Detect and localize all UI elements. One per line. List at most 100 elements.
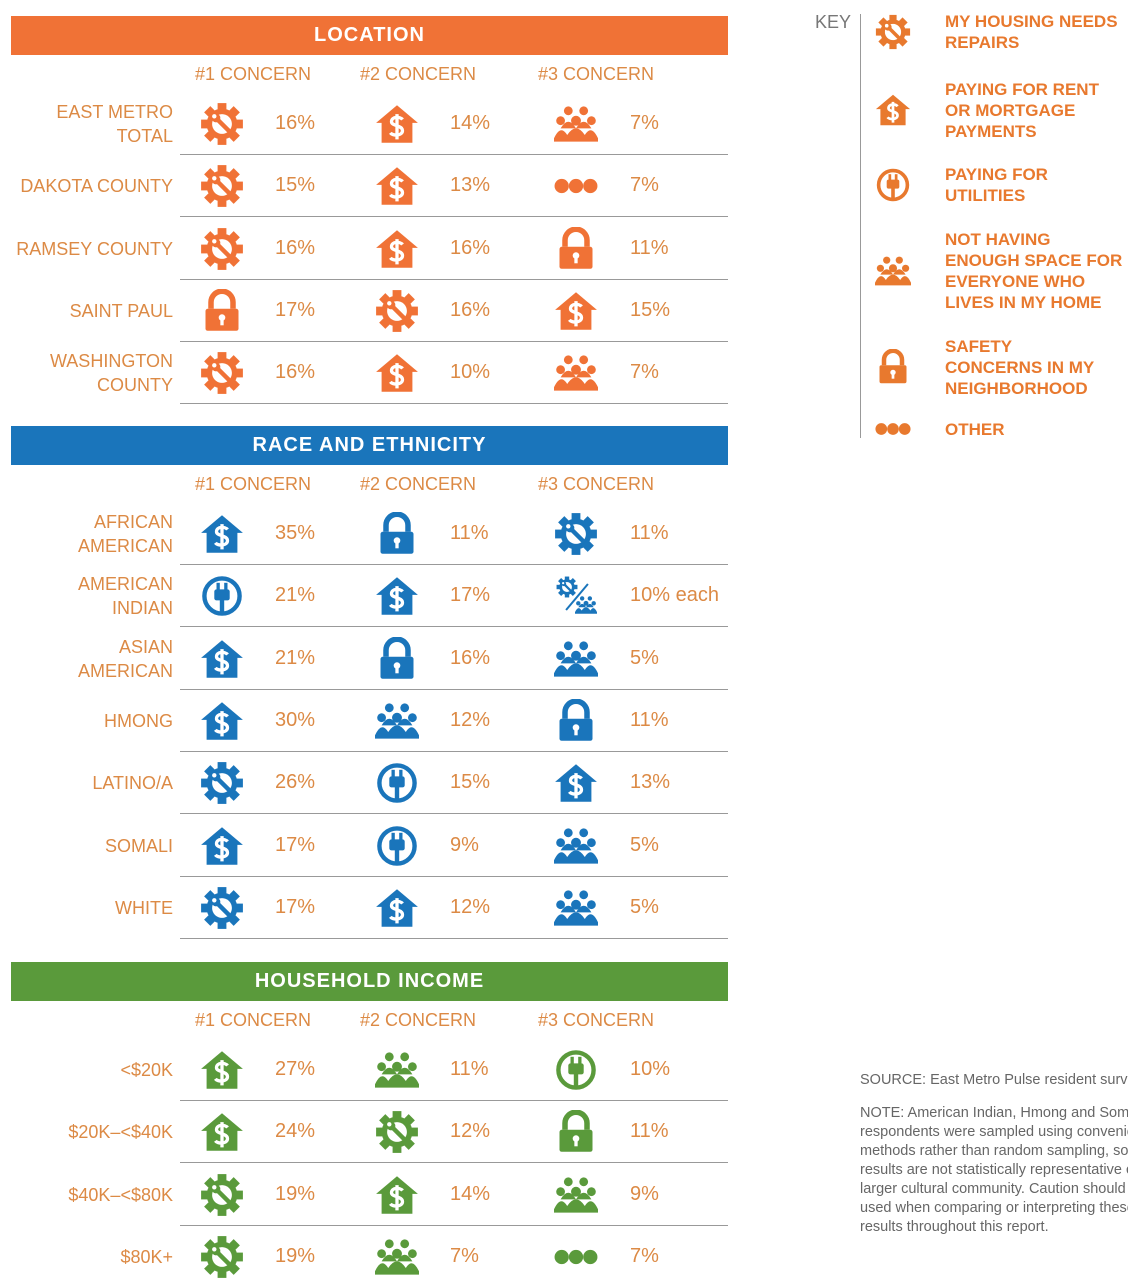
percent: 15%: [450, 771, 491, 794]
row-separator: [180, 564, 728, 565]
icon: [375, 164, 419, 208]
percent: 9%: [630, 1182, 659, 1205]
icon: [554, 1173, 598, 1217]
percent: 12%: [450, 1120, 491, 1143]
icon: [200, 886, 244, 930]
icon: [554, 227, 598, 271]
percent: 5%: [630, 646, 659, 669]
icon: [200, 1048, 244, 1092]
key-label: OR MORTGAGE: [945, 100, 1076, 120]
row-label: $40K–<$80K: [68, 1184, 173, 1205]
column-header: #1 CONCERN: [194, 474, 312, 494]
icon: [200, 574, 244, 618]
percent: 7%: [630, 112, 659, 134]
percent: 9%: [450, 833, 479, 856]
percent: 27%: [275, 1058, 316, 1080]
column-header: #1 CONCERN: [194, 1010, 312, 1030]
icon: [200, 637, 244, 681]
percent: 5%: [630, 833, 659, 856]
percent: 14%: [450, 1182, 491, 1205]
icon: [554, 102, 598, 146]
icon: [875, 349, 911, 385]
key-label: CONCERNS IN MY: [945, 357, 1095, 377]
percent: 11%: [630, 522, 669, 544]
row-label: AMERICAN: [77, 660, 173, 681]
percent: 26%: [275, 771, 316, 794]
key-divider: [860, 14, 861, 438]
key-label: EVERYONE WHO: [945, 272, 1086, 291]
row-label: ASIAN: [118, 636, 173, 657]
percent: 7%: [630, 174, 659, 197]
row-separator: [180, 626, 728, 628]
row-label: AMERICAN: [77, 574, 173, 595]
icon: [554, 637, 598, 681]
percent: 35%: [275, 522, 316, 544]
percent: 17%: [275, 833, 316, 856]
percent: 21%: [275, 646, 316, 669]
row-label: DAKOTA COUNTY: [20, 176, 173, 197]
row-label: $20K–<$40K: [68, 1122, 173, 1143]
icon: [200, 824, 244, 868]
icon: [554, 1110, 598, 1154]
percent: 11%: [450, 522, 489, 544]
percent: 13%: [450, 174, 491, 197]
icon: [554, 824, 598, 868]
column-header: #3 CONCERN: [537, 474, 655, 494]
icon: [554, 1048, 598, 1092]
percent: 14%: [450, 112, 491, 134]
percent: 16%: [450, 236, 491, 259]
percent: 15%: [275, 174, 316, 197]
icon: [875, 14, 911, 50]
row-separator: [180, 750, 728, 752]
percent: 30%: [275, 708, 316, 731]
row-label: EAST METRO: [56, 102, 173, 122]
percent: 17%: [275, 298, 316, 321]
column-header: #2 CONCERN: [359, 1010, 477, 1030]
icon: [375, 699, 419, 743]
percent: 13%: [630, 771, 671, 794]
row-separator: [180, 937, 728, 939]
icon: [554, 512, 598, 556]
key-label: OTHER: [945, 419, 1005, 439]
row-label: WASHINGTON: [49, 351, 173, 372]
percent: 5%: [630, 895, 659, 918]
percent: 24%: [275, 1120, 316, 1143]
icon: [200, 699, 244, 743]
icon: [200, 1173, 244, 1217]
row-label: $80K+: [120, 1246, 173, 1267]
row-label: WHITE: [115, 897, 173, 918]
row-separator: [180, 278, 728, 280]
column-header: #3 CONCERN: [537, 64, 655, 84]
key-label: SAFETY: [945, 336, 1013, 356]
row-label: HMONG: [104, 710, 173, 731]
icon: [200, 351, 244, 395]
icon: [375, 351, 419, 395]
row-separator: [180, 688, 728, 690]
column-header: #3 CONCERN: [537, 1010, 655, 1030]
key-title: KEY: [815, 12, 852, 32]
icon: [554, 351, 598, 395]
percent: 11%: [630, 1120, 669, 1143]
key-label: UTILITIES: [945, 186, 1026, 205]
icon: [875, 253, 911, 289]
percent: 16%: [275, 236, 316, 259]
icon: [875, 411, 911, 447]
row-separator: [180, 1162, 728, 1164]
icon: [375, 102, 419, 146]
percent: 16%: [450, 298, 491, 321]
icon: [554, 761, 598, 805]
percent: 10%: [450, 361, 491, 384]
row-separator: [180, 216, 728, 218]
row-label: <$20K: [120, 1060, 173, 1080]
icon: [200, 289, 244, 333]
icon: [554, 289, 598, 333]
icon: [375, 761, 419, 805]
percent: 11%: [450, 1058, 489, 1080]
icon: [200, 761, 244, 805]
row-label: RAMSEY COUNTY: [16, 238, 173, 259]
key-label: NOT HAVING: [945, 230, 1051, 249]
row-separator: [180, 813, 728, 815]
icon: [200, 1235, 244, 1279]
icon: [200, 164, 244, 208]
